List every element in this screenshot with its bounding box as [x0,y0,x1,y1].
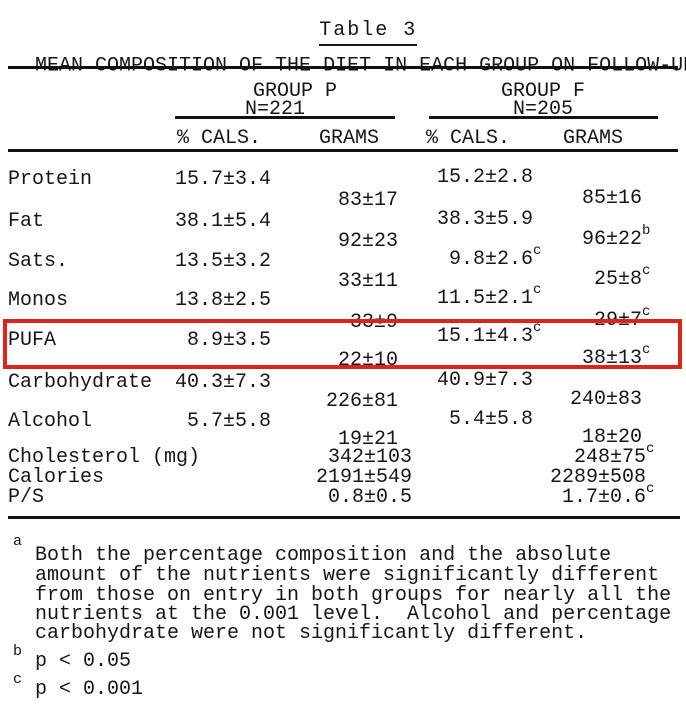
group-p-header: GROUP P [253,80,338,103]
value-cell: 5.7±5.8 [186,410,271,433]
value-cell: 15.1±4.3 c [393,321,541,348]
value-cell: 13.8±2.5 [174,289,271,312]
significance-marker: c [642,263,651,279]
rule-header-bottom [8,149,678,152]
value-cell: 83±17 [337,189,398,212]
row-label: Calories [8,466,105,489]
value-cell: 2289±508 [549,466,646,489]
value-text: 25±8 [593,268,642,291]
value-cell: 38±13 c [502,343,650,370]
value-cell: 25±8 c [502,264,650,291]
significance-marker: c [533,243,542,259]
table-number-text: Table 3 [319,19,418,46]
value-cell: 226±81 [325,390,398,413]
value-cell: 38.1±5.4 [174,210,271,233]
footnote-a-marker: a [13,533,23,550]
value-text: 9.8±2.6 [448,248,533,271]
value-cell: 240±83 [569,388,642,411]
rule-table-bottom [8,516,680,519]
footnote-a-line: carbohydrate were not significantly diff… [35,622,588,645]
value-cell: 342±103 [327,446,412,469]
row-label: Alcohol [8,410,93,433]
row-label: Cholesterol (mg) [8,446,201,469]
significance-marker: c [642,342,651,358]
value-cell: 40.9±7.3 [436,369,533,392]
value-cell: 248±75 c [505,442,654,469]
col-header-f-grams: GRAMS [563,127,624,150]
significance-marker: b [642,223,651,239]
value-cell: 96±22 b [502,224,650,251]
value-cell: 92±23 [337,230,398,253]
group-p-n: N=221 [245,98,306,121]
rule-top [8,66,678,69]
pufa-highlight-box [3,319,682,369]
value-text: 96±22 [581,228,642,251]
value-cell: 15.7±3.4 [174,168,271,191]
value-cell: 1.7±0.6 c [505,482,654,509]
row-label: Sats. [8,250,69,273]
footnote-a-line: amount of the nutrients were significant… [35,564,660,587]
value-cell: 11.5±2.1 c [393,283,541,310]
value-cell: 18±20 [581,426,642,449]
table-number-title: Table 3 [300,3,418,46]
row-label-pufa: PUFA [8,329,57,352]
value-cell: 0.8±0.5 [327,486,412,509]
significance-marker: c [533,282,542,298]
value-cell: 15.2±2.8 [436,166,533,189]
value-cell: 9.8±2.6 c [393,244,541,271]
value-cell: 2191±549 [315,466,412,489]
value-text: 1.7±0.6 [561,486,646,509]
group-f-header: GROUP F [501,80,586,103]
rule-group-p-underline [175,116,395,119]
value-text: 248±75 [573,446,646,469]
footnote-a-line: from those on entry in both groups for n… [35,584,672,607]
footnote-b-text: p < 0.05 [35,650,132,673]
col-header-p-grams: GRAMS [319,127,380,150]
footnote-c-text: p < 0.001 [35,678,144,701]
significance-marker: c [646,481,655,497]
significance-marker: c [533,320,542,336]
value-cell: 38.3±5.9 [436,208,533,231]
value-text: 11.5±2.1 [436,287,533,310]
value-text: 38±13 [581,347,642,370]
table-caption: MEAN COMPOSITION OF THE DIET IN EACH GRO… [11,33,686,77]
significance-marker: c [642,304,651,320]
value-cell: 5.4±5.8 [448,408,533,431]
rule-group-f-underline [429,116,658,119]
footnote-a-line: nutrients at the 0.001 level. Alcohol an… [35,603,672,626]
value-cell: 19±21 [337,428,398,451]
value-text: 15.1±4.3 [436,325,533,348]
footnote-c-marker: c [13,671,23,688]
row-label: Carbohydrate [8,371,153,394]
row-label: P/S [8,486,45,509]
footnote-a-line: Both the percentage composition and the … [35,544,612,567]
value-cell: 33±11 [337,270,398,293]
footnote-b-marker: b [13,643,23,660]
significance-marker: c [646,441,655,457]
col-header-p-cals: % CALS. [177,127,262,150]
row-label: Protein [8,168,93,191]
row-label: Monos [8,289,69,312]
row-label: Fat [8,210,45,233]
value-cell: 85±16 [581,187,642,210]
value-cell: 40.3±7.3 [174,371,271,394]
value-cell: 8.9±3.5 [186,329,271,352]
col-header-f-cals: % CALS. [426,127,511,150]
value-cell: 13.5±3.2 [174,250,271,273]
group-f-n: N=205 [513,98,574,121]
